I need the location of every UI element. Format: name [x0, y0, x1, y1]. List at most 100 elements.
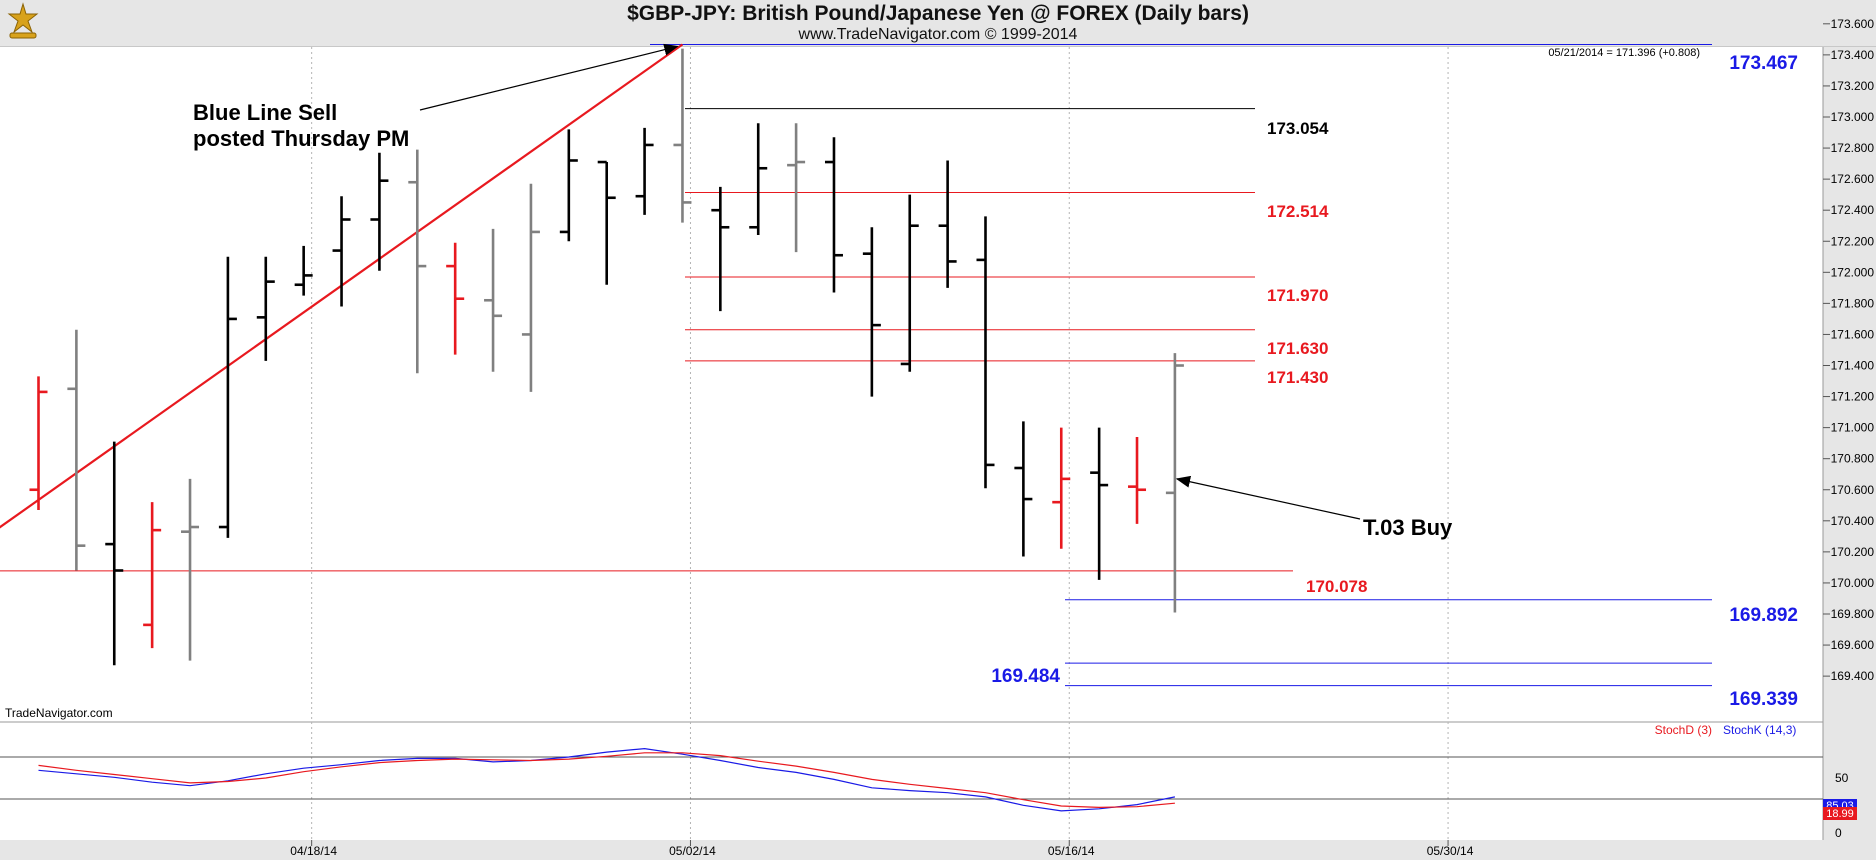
ohlc-bar: [446, 242, 465, 355]
annotation-t03-buy: T.03 Buy: [1363, 515, 1453, 540]
watermark: TradeNavigator.com: [5, 706, 113, 720]
price-tick-label: 171.200: [1831, 390, 1875, 404]
ohlc-bar: [181, 478, 200, 661]
plot-area: [0, 47, 1823, 723]
price-tick-label: 170.000: [1831, 576, 1875, 590]
trade-navigator-logo-icon: [7, 2, 39, 39]
price-axis: 173.600 173.400 173.200 173.000 172.800 172.6…: [1823, 17, 1874, 683]
ohlc-bar: [976, 216, 995, 489]
date-tick-label: 05/16/14: [1048, 844, 1095, 858]
price-tick-label: 173.400: [1831, 48, 1875, 62]
ohlc-bar: [900, 194, 919, 372]
legend-stochd: StochD (3): [1655, 723, 1712, 737]
ohlc-bar: [1014, 421, 1033, 557]
price-tick-label: 171.400: [1831, 359, 1875, 373]
ohlc-bar: [218, 256, 237, 538]
ohlc-bar: [597, 160, 616, 285]
price-tick-label: 172.800: [1831, 141, 1875, 155]
ohlc-bar: [105, 441, 124, 666]
ohlc-bar: [559, 129, 578, 242]
level-label-173.467: 173.467: [1729, 53, 1798, 74]
ohlc-bar: [521, 183, 540, 392]
price-level-lines: 173.467 173.054 172.514 171.970 171.630 171.4…: [0, 43, 1798, 710]
level-label-170.078: 170.078: [1306, 577, 1367, 596]
level-label-171.430: 171.430: [1267, 368, 1328, 387]
ohlc-bar: [749, 123, 768, 236]
price-tick-label: 170.600: [1831, 483, 1875, 497]
price-tick-label: 172.600: [1831, 172, 1875, 186]
date-tick-label: 05/30/14: [1427, 844, 1474, 858]
ohlc-bar: [711, 186, 730, 312]
ohlc-bar: [370, 152, 389, 271]
annotation-arrow-buy: [1175, 475, 1361, 520]
price-tick-label: 172.200: [1831, 234, 1875, 248]
header-bar: $GBP-JPY: British Pound/Japanese Yen @ F…: [0, 0, 1876, 47]
trendline-layer: [0, 43, 684, 529]
ohlc-bar: [408, 149, 427, 374]
price-tick-label: 173.000: [1831, 110, 1875, 124]
ohlc-bar: [1128, 436, 1147, 524]
stoch-tick-label: 50: [1835, 771, 1849, 785]
level-label-169.892: 169.892: [1729, 605, 1798, 626]
level-label-169.484: 169.484: [991, 666, 1060, 687]
price-tick-label: 171.800: [1831, 296, 1875, 310]
price-tick-label: 172.000: [1831, 265, 1875, 279]
price-tick-label: 170.400: [1831, 514, 1875, 528]
vertical-gridlines: [311, 47, 1449, 840]
price-tick-label: 169.800: [1831, 607, 1875, 621]
ohlc-bar: [484, 228, 503, 372]
price-tick-label: 171.600: [1831, 327, 1875, 341]
annotation-blue-line-sell-line1: Blue Line Sell: [193, 100, 337, 125]
stoch-tick-label: 0: [1835, 826, 1842, 840]
ohlc-bars: [29, 48, 1184, 666]
level-label-171.970: 171.970: [1267, 286, 1328, 305]
date-tick-label: 04/18/14: [290, 844, 337, 858]
ohlc-bar: [635, 127, 654, 215]
ohlc-bar: [294, 245, 313, 296]
stochd-last-value: 18.99: [1826, 808, 1854, 820]
ohlc-bar: [938, 160, 957, 288]
date-tick-label: 05/02/14: [669, 844, 716, 858]
level-label-171.630: 171.630: [1267, 339, 1328, 358]
ohlc-bar: [143, 502, 162, 649]
price-tick-label: 169.600: [1831, 638, 1875, 652]
bottom-axis-panel: [0, 840, 1876, 860]
right-axis-panel: [1823, 47, 1876, 860]
ohlc-bar: [1090, 427, 1109, 580]
trendline: [0, 43, 684, 529]
ohlc-bar: [1052, 427, 1071, 549]
price-tick-label: 172.400: [1831, 203, 1875, 217]
chart-title: $GBP-JPY: British Pound/Japanese Yen @ F…: [627, 2, 1249, 25]
ohlc-bar: [1165, 353, 1184, 613]
ohlc-bar: [29, 376, 48, 510]
stochd-last-box: [1823, 807, 1857, 820]
price-tick-label: 170.200: [1831, 545, 1875, 559]
level-label-173.054: 173.054: [1267, 119, 1329, 138]
stoch-series-k: [38, 747, 1176, 812]
ohlc-bar: [673, 48, 692, 223]
price-tick-label: 171.000: [1831, 421, 1875, 435]
annotation-arrow-sell: [419, 43, 679, 111]
level-label-172.514: 172.514: [1267, 202, 1329, 221]
last-value-label: 05/21/2014 = 171.396 (+0.808): [1548, 47, 1700, 59]
price-tick-label: 173.200: [1831, 79, 1875, 93]
ohlc-bar: [787, 123, 806, 253]
ohlc-bar: [824, 137, 843, 293]
price-tick-label: 173.600: [1831, 17, 1875, 31]
stoch-series-d: [38, 752, 1175, 809]
annotation-blue-line-sell-line2: posted Thursday PM: [193, 126, 409, 151]
chart-subtitle: www.TradeNavigator.com © 1999-2014: [798, 26, 1078, 43]
ohlc-bar: [256, 256, 275, 361]
date-axis: 04/18/14 05/02/14 05/16/14 05/30/14: [290, 840, 1474, 858]
ohlc-bar: [332, 196, 351, 307]
ohlc-bar: [862, 227, 881, 397]
price-tick-label: 170.800: [1831, 452, 1875, 466]
level-label-169.339: 169.339: [1729, 689, 1798, 710]
ohlc-bar: [67, 329, 86, 571]
legend-stochk: StochK (14,3): [1723, 723, 1796, 737]
price-tick-label: 169.400: [1831, 669, 1875, 683]
